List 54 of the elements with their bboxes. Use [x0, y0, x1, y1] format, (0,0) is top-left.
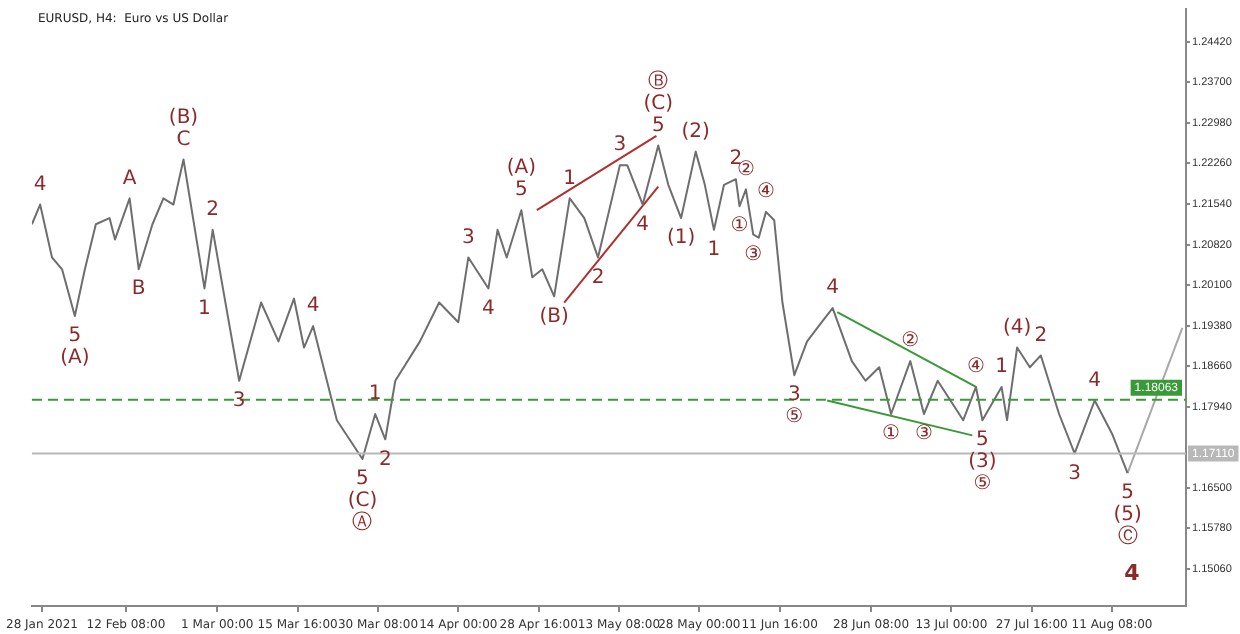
- annotation: 2: [378, 448, 392, 471]
- annotation: 1: [995, 356, 1008, 379]
- annotation: 3: [613, 134, 627, 157]
- annotation: 4: [306, 295, 320, 318]
- annotation: 4: [1088, 369, 1102, 392]
- annotation: B: [131, 278, 146, 301]
- annotation: C: [176, 128, 191, 151]
- annotation: 5: [976, 429, 989, 452]
- annotation: ③: [914, 423, 933, 446]
- annotation: (C): [643, 92, 674, 115]
- annotation: (2): [681, 120, 711, 143]
- annotation: (C): [347, 490, 378, 513]
- annotation: 4: [826, 277, 840, 300]
- annotation: ③: [744, 243, 763, 266]
- annotation: (3): [968, 451, 997, 474]
- annotation: 3: [232, 389, 246, 412]
- annotation: 4: [33, 173, 47, 196]
- annotation: (5): [1113, 504, 1142, 527]
- annotation: 1: [198, 297, 211, 320]
- annotation: 3: [787, 384, 801, 407]
- annotation: ⑤: [973, 473, 992, 496]
- annotation: 4: [636, 213, 650, 236]
- annotation: 2: [591, 266, 605, 289]
- annotation: 3: [1068, 462, 1081, 485]
- annotation: 5: [514, 179, 528, 202]
- annotation: ②: [736, 158, 755, 181]
- annotation: ①: [882, 423, 901, 446]
- annotation: Ⓑ: [648, 68, 669, 93]
- annotation: A: [122, 167, 137, 190]
- annotation: ①: [730, 215, 749, 238]
- annotation: 3: [461, 226, 475, 249]
- annotation: 5: [651, 114, 665, 137]
- annotation: ④: [967, 356, 986, 379]
- annotation: ②: [901, 330, 920, 353]
- annotation: (B): [168, 106, 199, 129]
- annotation: 4: [1124, 559, 1141, 586]
- annotation: 1: [563, 167, 577, 190]
- annotation: (4): [1002, 316, 1032, 339]
- annotation: (1): [666, 227, 696, 250]
- annotation: ⑤: [785, 406, 804, 429]
- annotation: 2: [1034, 324, 1048, 347]
- annotation: 5: [1121, 482, 1134, 505]
- annotation: 1: [368, 383, 382, 406]
- annotation: 5: [356, 468, 369, 491]
- annotation: ④: [757, 181, 776, 204]
- annotation: (A): [506, 157, 537, 180]
- annotation: Ⓐ: [352, 510, 373, 535]
- annotation: (B): [539, 305, 570, 328]
- annotation: 4: [482, 297, 495, 320]
- annotation: 5: [68, 325, 82, 348]
- annotation: 2: [206, 199, 220, 222]
- annotation: Ⓒ: [1117, 524, 1138, 549]
- annotation: 1: [707, 239, 721, 262]
- annotation: (A): [60, 347, 90, 370]
